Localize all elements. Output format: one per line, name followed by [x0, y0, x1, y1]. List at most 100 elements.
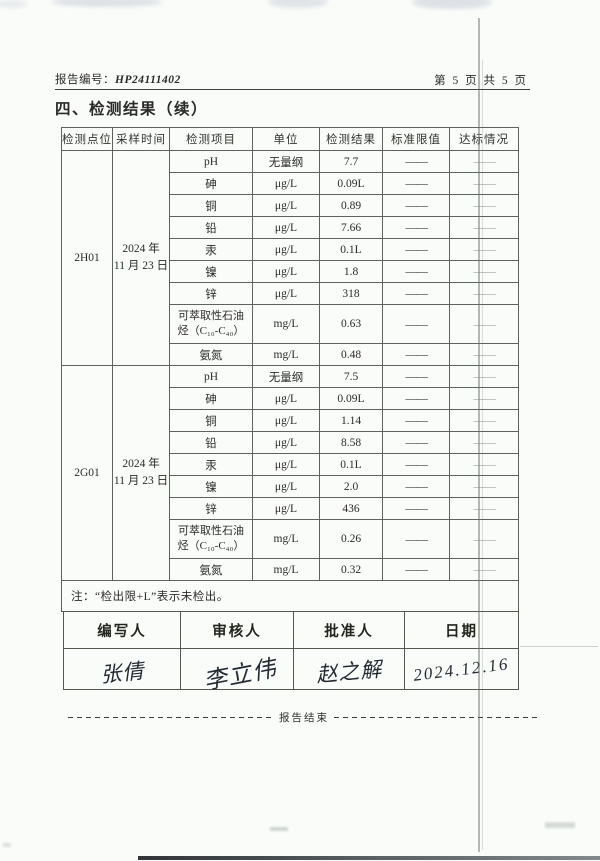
- cell-result: 0.48: [319, 343, 383, 366]
- results-header-row: 检测点位 采样时间 检测项目 单位 检测结果 标准限值 达标情况: [61, 127, 519, 151]
- item-line2: 烃（C₁₀-C₄₀）: [177, 325, 245, 337]
- scan-scratch: [520, 646, 598, 647]
- item-line1: 可萃取性石油: [178, 310, 244, 323]
- cell-item: 镍: [169, 475, 253, 498]
- cell-unit: μg/L: [252, 282, 320, 305]
- dash-placeholder: ——: [405, 347, 429, 361]
- cell-unit: μg/L: [252, 497, 320, 520]
- dash-placeholder: ——: [405, 286, 429, 300]
- dash-placeholder: ——: [405, 198, 429, 212]
- cell-item: 氨氮: [169, 558, 253, 581]
- col-header-reviewer: 审核人: [180, 611, 294, 649]
- col-header-attain: 达标情况: [449, 127, 519, 151]
- cell-unit: mg/L: [252, 558, 320, 581]
- cell-item: 砷: [169, 172, 253, 195]
- dash-placeholder: ——: [405, 391, 429, 405]
- dash-placeholder: ——: [405, 562, 429, 576]
- cell-unit: mg/L: [252, 304, 320, 344]
- table-row: 铅 μg/L 8.58 —— ——: [62, 431, 519, 454]
- scan-smudge: [0, 0, 28, 8]
- cell-result: 0.09L: [319, 172, 383, 195]
- dash-placeholder: ——: [473, 176, 497, 190]
- table-row: 氨氮 mg/L 0.32 —— ——: [62, 558, 519, 581]
- dash-placeholder: ——: [473, 413, 497, 427]
- cell-unit: μg/L: [252, 431, 320, 454]
- dash-placeholder: ——: [405, 479, 429, 493]
- end-of-report-rule: 报告结束: [68, 710, 540, 725]
- approver-signature: 赵之解: [315, 657, 384, 687]
- cell-result: 318: [319, 282, 383, 305]
- approver-signature-cell: 赵之解: [293, 648, 405, 690]
- scan-mark: [270, 827, 288, 831]
- cell-standard-limit: ——: [382, 343, 450, 366]
- table-row: 2H01 2024 年 11 月 23 日 pH 无量纲 7.7 —— ——: [61, 150, 519, 366]
- signature-table: 编写人 审核人 批准人 日期 张倩 李立伟 赵之解 2024.12.16: [63, 611, 519, 695]
- dash-placeholder: ——: [473, 316, 497, 331]
- cell-standard-limit: ——: [382, 475, 450, 498]
- dash-placeholder: ——: [405, 457, 429, 471]
- cell-result: 2.0: [319, 475, 383, 498]
- table-row: 可萃取性石油 烃（C₁₀-C₄₀） mg/L 0.26 —— ——: [62, 519, 519, 559]
- cell-item: 镍: [169, 260, 253, 283]
- cell-standard-limit: ——: [382, 497, 450, 520]
- header-rule: [55, 89, 530, 91]
- cell-attainment: ——: [449, 475, 519, 498]
- cell-attainment: ——: [449, 194, 519, 217]
- cell-standard-limit: ——: [382, 431, 450, 454]
- cell-attainment: ——: [449, 172, 519, 195]
- col-header-time: 采样时间: [112, 127, 170, 151]
- dash-placeholder: ——: [473, 198, 497, 212]
- dash-placeholder: ——: [473, 501, 497, 515]
- sample-day: 11 月 23 日: [113, 260, 169, 272]
- cell-result: 0.89: [319, 194, 383, 217]
- cell-attainment: ——: [449, 216, 519, 239]
- cell-attainment: ——: [449, 304, 519, 344]
- end-of-report-label: 报告结束: [279, 713, 329, 724]
- cell-item: 砷: [169, 387, 253, 410]
- dash-placeholder: ——: [473, 369, 497, 383]
- cell-unit: 无量纲: [252, 150, 320, 173]
- cell-attainment: ——: [449, 282, 519, 305]
- cell-item: 锌: [169, 282, 253, 305]
- dash-placeholder: ——: [405, 316, 429, 331]
- scan-mark: [545, 822, 575, 828]
- col-header-limit: 标准限值: [382, 127, 450, 151]
- cell-item: 锌: [169, 497, 253, 520]
- section-title: 四、检测结果（续）: [55, 101, 209, 118]
- writer-signature: 张倩: [99, 658, 146, 688]
- cell-standard-limit: ——: [382, 172, 450, 195]
- cell-standard-limit: ——: [382, 216, 450, 239]
- signature-row: 张倩 李立伟 赵之解 2024.12.16: [63, 648, 519, 695]
- dash-placeholder: ——: [473, 562, 497, 576]
- col-header-item: 检测项目: [169, 127, 253, 151]
- dash-placeholder: ——: [473, 220, 497, 234]
- report-number: 报告编号：HP24111402: [55, 71, 181, 87]
- point-id-cell: 2H01: [61, 150, 113, 366]
- cell-unit: μg/L: [252, 387, 320, 410]
- dash-placeholder: ——: [473, 479, 497, 493]
- cell-standard-limit: ——: [382, 453, 450, 476]
- dash-placeholder: ——: [473, 264, 497, 278]
- col-header-approver: 批准人: [293, 611, 405, 649]
- report-number-value: HP24111402: [115, 74, 181, 86]
- cell-standard-limit: ——: [382, 365, 450, 388]
- cell-attainment: ——: [449, 409, 519, 432]
- scan-smudge: [268, 0, 328, 8]
- scan-smudge: [412, 0, 492, 9]
- dash-placeholder: ——: [473, 242, 497, 256]
- cell-standard-limit: ——: [382, 260, 450, 283]
- cell-unit: mg/L: [252, 519, 320, 559]
- cell-attainment: ——: [449, 519, 519, 559]
- cell-standard-limit: ——: [382, 238, 450, 261]
- cell-attainment: ——: [449, 150, 519, 173]
- cell-item: 可萃取性石油 烃（C₁₀-C₄₀）: [169, 304, 253, 344]
- cell-standard-limit: ——: [382, 304, 450, 344]
- sample-day: 11 月 23 日: [113, 475, 169, 487]
- date-signature: 2024.12.16: [412, 654, 511, 685]
- cell-attainment: ——: [449, 387, 519, 410]
- cell-attainment: ——: [449, 365, 519, 388]
- cell-attainment: ——: [449, 343, 519, 366]
- dashed-line: [334, 716, 540, 719]
- cell-unit: μg/L: [252, 172, 320, 195]
